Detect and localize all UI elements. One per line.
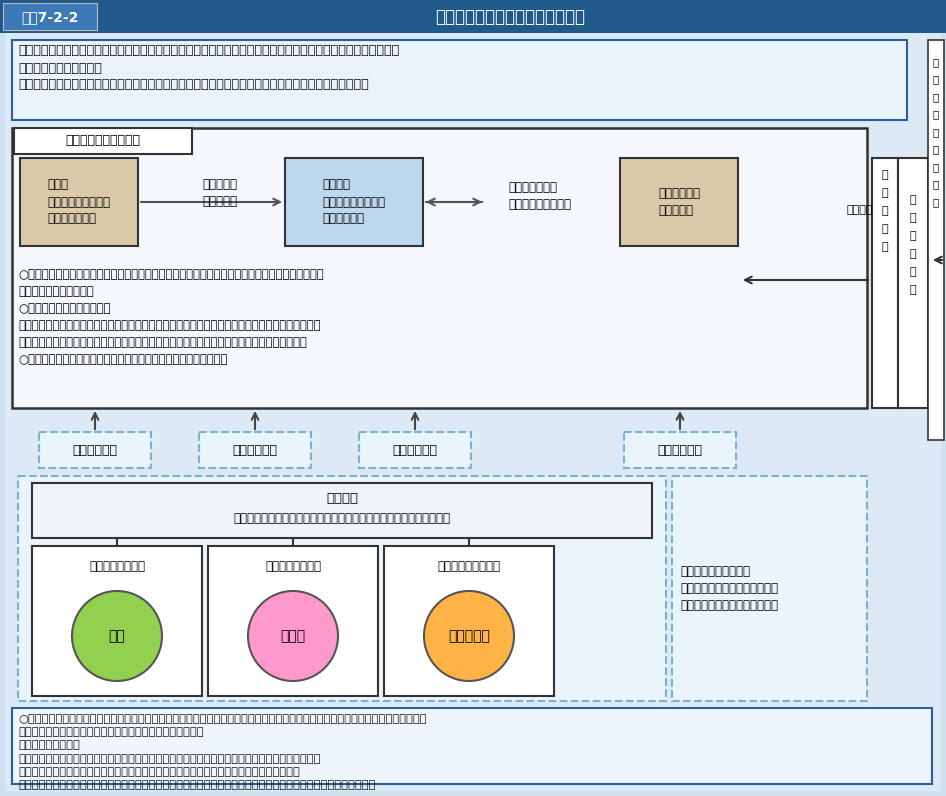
Bar xyxy=(18,476,666,701)
Text: （例）ＮＰＯ法人Ｃ: （例）ＮＰＯ法人Ｃ xyxy=(437,560,500,572)
Text: 定: 定 xyxy=(882,188,888,198)
Bar xyxy=(12,40,907,120)
Text: 事: 事 xyxy=(910,285,917,295)
Text: 県: 県 xyxy=(933,110,939,119)
Text: 参画（社員）: 参画（社員） xyxy=(233,443,277,456)
Text: ・: ・ xyxy=(882,206,888,216)
Text: （例）医療法人Ａ: （例）医療法人Ａ xyxy=(89,560,145,572)
Bar xyxy=(928,40,944,440)
Text: 会: 会 xyxy=(933,197,939,207)
Bar xyxy=(384,546,554,696)
Text: 医: 医 xyxy=(933,127,939,137)
Text: 連携法人の
業務を執行: 連携法人の 業務を執行 xyxy=(202,178,237,208)
Text: 議: 議 xyxy=(933,180,939,189)
Text: 知: 知 xyxy=(910,267,917,277)
Text: 参画（社員）: 参画（社員） xyxy=(393,443,437,456)
Text: 参画（社員）: 参画（社員） xyxy=(657,443,703,456)
Text: 病院: 病院 xyxy=(109,629,126,643)
Text: 認: 認 xyxy=(882,170,888,180)
Bar xyxy=(14,128,192,154)
Text: ・医療機関相互間の機能分担及び業務の連携を推進し、地域医療構想を達成するための一つの選択肢としての、
　新たな法人の認定制度
・複数の医療機関等が法人に参画する: ・医療機関相互間の機能分担及び業務の連携を推進し、地域医療構想を達成するための一… xyxy=(18,45,399,92)
Circle shape xyxy=(72,591,162,681)
Text: 診療所: 診療所 xyxy=(280,629,306,643)
Bar xyxy=(12,128,867,408)
Text: 社員総会
（連携法人に関する
事項の決議）: 社員総会 （連携法人に関する 事項の決議） xyxy=(323,178,386,225)
Bar xyxy=(32,483,652,538)
Text: ○医療連携推進区域（原則地域医療構想区域内）を定め、区域内の病院等の連携推進の方針（医療
　連携推進方針）を決定
○医療連携推進業務等の実施
　診療科（病床）再: ○医療連携推進区域（原則地域医療構想区域内）を定め、区域内の病院等の連携推進の方… xyxy=(18,268,324,366)
Bar xyxy=(0,0,946,33)
Bar xyxy=(39,432,151,468)
Bar xyxy=(672,476,867,701)
Text: ○一般社団法人のうち、地域における医療機関等相互間の機能分担や業務の連携を推進することを主たる目的とする法人として、医
　療法に定められた基準を満たすものを都道: ○一般社団法人のうち、地域における医療機関等相互間の機能分担や業務の連携を推進す… xyxy=(18,714,427,790)
Text: 道: 道 xyxy=(910,213,917,223)
Text: 介護事業所: 介護事業所 xyxy=(448,629,490,643)
Bar xyxy=(872,158,898,408)
Text: 地域医療連携推進法人: 地域医療連携推進法人 xyxy=(65,135,141,147)
Bar xyxy=(12,708,932,784)
Text: 府: 府 xyxy=(933,92,939,102)
Text: 地域医療連携
推進評議会: 地域医療連携 推進評議会 xyxy=(658,187,700,217)
Text: 参加法人: 参加法人 xyxy=(326,493,358,505)
Text: 参画（社員）: 参画（社員） xyxy=(73,443,117,456)
Bar xyxy=(285,158,423,246)
Text: 督: 督 xyxy=(882,242,888,252)
Bar xyxy=(620,158,738,246)
Bar xyxy=(199,432,311,468)
Bar xyxy=(20,158,138,246)
Text: 県: 県 xyxy=(910,249,917,259)
Text: 理事会
（理事３名以上及び
監事１名以上）: 理事会 （理事３名以上及び 監事１名以上） xyxy=(47,178,111,225)
Text: 意見具申: 意見具申 xyxy=(847,205,873,215)
Text: 府: 府 xyxy=(910,231,917,241)
Text: 都: 都 xyxy=(910,195,917,205)
Bar xyxy=(208,546,378,696)
Bar xyxy=(3,3,97,30)
Text: 監: 監 xyxy=(882,224,888,234)
Text: 地域医療連携推進法人制度の概要: 地域医療連携推進法人制度の概要 xyxy=(435,8,585,26)
Text: ・区域内の個人開業医
・区域内の医療従事者養成機関
・関係自治体　　　　　　　等: ・区域内の個人開業医 ・区域内の医療従事者養成機関 ・関係自治体 等 xyxy=(680,565,778,612)
Text: （非営利で病院等の運営又は地域包括ケアに関する事業を行う法人）: （非営利で病院等の運営又は地域包括ケアに関する事業を行う法人） xyxy=(234,513,450,525)
Bar xyxy=(359,432,471,468)
Bar xyxy=(624,432,736,468)
Text: 図表7-2-2: 図表7-2-2 xyxy=(22,10,79,24)
Bar xyxy=(898,158,928,408)
Text: 都: 都 xyxy=(933,57,939,67)
Circle shape xyxy=(424,591,514,681)
Bar xyxy=(32,546,202,696)
Text: 療: 療 xyxy=(933,145,939,154)
Text: 道: 道 xyxy=(933,75,939,84)
Text: 審: 審 xyxy=(933,162,939,172)
Text: 意見具申（社員
総会は意見を尊重）: 意見具申（社員 総会は意見を尊重） xyxy=(509,181,571,211)
Text: （例）公益法人Ｂ: （例）公益法人Ｂ xyxy=(265,560,321,572)
Circle shape xyxy=(248,591,338,681)
